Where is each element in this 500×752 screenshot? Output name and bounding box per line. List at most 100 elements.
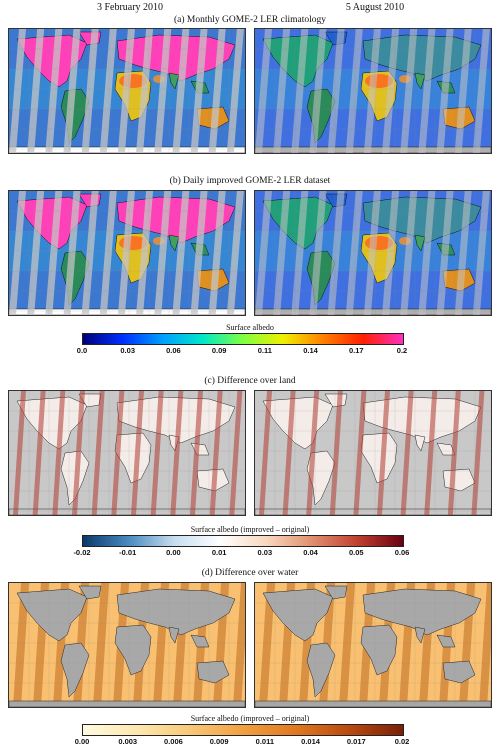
colorbar-tick: 0.11 bbox=[257, 346, 272, 355]
section-c-title: (c) Difference over land bbox=[204, 376, 296, 386]
map-d-aug-svg bbox=[255, 583, 491, 707]
continent-greenland bbox=[78, 585, 102, 600]
continent-africa bbox=[360, 432, 398, 484]
diff-stripe bbox=[471, 391, 485, 515]
orbit-swath bbox=[309, 29, 327, 153]
continent-samerica bbox=[60, 642, 90, 698]
orbit-swath bbox=[172, 29, 190, 153]
orbit-swath bbox=[255, 29, 272, 153]
colorbar-tick: 0.003 bbox=[118, 737, 138, 746]
diff-stripe bbox=[424, 391, 438, 515]
colorbar-tick: 0.02 bbox=[394, 737, 410, 746]
map-a-aug-svg bbox=[255, 29, 491, 153]
diff-stripe bbox=[400, 391, 414, 515]
map-d-feb bbox=[8, 582, 246, 708]
map-c-feb bbox=[8, 390, 246, 516]
map-a-aug bbox=[254, 28, 492, 154]
continent-antarctica bbox=[255, 508, 491, 515]
map-b-aug-svg bbox=[255, 191, 491, 315]
colorbar-land-ticks: -0.02 -0.01 0.00 0.01 0.03 0.04 0.05 0.06 bbox=[73, 548, 409, 560]
continent-namerica bbox=[262, 196, 334, 250]
orbit-swath bbox=[9, 29, 26, 153]
orbit-swath bbox=[472, 29, 490, 153]
diff-stripe bbox=[259, 583, 275, 707]
colorbar-tick: 0.09 bbox=[211, 346, 227, 355]
orbit-swath bbox=[382, 29, 400, 153]
diff-stripe bbox=[170, 391, 184, 515]
orbit-swath bbox=[81, 29, 99, 153]
colorbar-tick: 0.00 bbox=[166, 548, 181, 557]
colorbar-tick: 0.14 bbox=[303, 346, 318, 355]
colorbar-tick: -0.02 bbox=[73, 548, 91, 557]
orbit-swath bbox=[154, 191, 172, 315]
orbit-swath bbox=[327, 29, 345, 153]
orbit-swath bbox=[309, 191, 327, 315]
orbit-swath bbox=[45, 191, 63, 315]
continent-africa bbox=[360, 624, 398, 676]
continent-antarctica bbox=[9, 508, 245, 515]
diff-stripe bbox=[282, 391, 296, 515]
colorbar-water-label: Surface albedo (improved – original) bbox=[190, 714, 310, 723]
orbit-swath bbox=[454, 191, 472, 315]
orbit-swath bbox=[81, 191, 99, 315]
map-d-aug bbox=[254, 582, 492, 708]
colorbar-tick: 0.0 bbox=[76, 346, 88, 355]
continent-namerica bbox=[16, 588, 88, 642]
colorbar-tick: 0.00 bbox=[74, 737, 90, 746]
orbit-swath bbox=[255, 191, 272, 315]
orbit-swath bbox=[27, 29, 45, 153]
map-b-aug bbox=[254, 190, 492, 316]
diff-stripe bbox=[339, 583, 355, 707]
continent-antarctica bbox=[9, 700, 245, 707]
orbit-swath bbox=[291, 29, 309, 153]
orbit-swath bbox=[400, 191, 418, 315]
orbit-swath bbox=[9, 191, 26, 315]
continent-namerica bbox=[16, 34, 88, 88]
colorbar-water bbox=[82, 724, 404, 736]
orbit-swath bbox=[273, 191, 291, 315]
orbit-swath bbox=[172, 191, 190, 315]
diff-stripe bbox=[111, 391, 125, 515]
continent-australia bbox=[196, 660, 230, 684]
diff-stripe bbox=[190, 391, 203, 515]
orbit-swath bbox=[99, 191, 117, 315]
orbit-swath bbox=[363, 191, 381, 315]
colorbar-tick: 0.05 bbox=[348, 548, 364, 557]
diff-stripe bbox=[447, 391, 461, 515]
map-d-feb-svg bbox=[9, 583, 245, 707]
colorbar-tick: 0.03 bbox=[120, 346, 135, 355]
colorbar-water-ticks: 0.00 0.003 0.006 0.009 0.011 0.014 0.017 0.02 bbox=[75, 737, 410, 749]
orbit-swath bbox=[327, 191, 345, 315]
orbit-swath bbox=[117, 191, 135, 315]
orbit-swath bbox=[154, 29, 172, 153]
orbit-swath bbox=[345, 29, 363, 153]
orbit-swath bbox=[226, 191, 244, 315]
orbit-swath bbox=[273, 29, 291, 153]
colorbar-albedo bbox=[82, 333, 404, 345]
colorbar-tick: 0.011 bbox=[255, 737, 275, 746]
diff-stripe bbox=[93, 583, 109, 707]
continent-antarctica bbox=[255, 700, 491, 707]
orbit-swath bbox=[117, 29, 135, 153]
colorbar-tick: -0.01 bbox=[119, 548, 137, 557]
diff-stripe bbox=[209, 391, 223, 515]
continent-namerica bbox=[16, 196, 88, 250]
section-b-title: (b) Daily improved GOME-2 LER dataset bbox=[169, 176, 331, 186]
orbit-swath bbox=[382, 191, 400, 315]
orbit-swath bbox=[190, 29, 208, 153]
orbit-swath bbox=[190, 191, 208, 315]
diff-stripe bbox=[353, 391, 367, 515]
continent-namerica bbox=[262, 34, 334, 88]
orbit-swath bbox=[63, 29, 81, 153]
diff-stripe bbox=[259, 391, 272, 515]
diff-stripe bbox=[229, 391, 243, 515]
orbit-swath bbox=[99, 29, 117, 153]
continent-samerica bbox=[306, 642, 336, 698]
diff-stripe bbox=[377, 391, 390, 515]
map-b-feb-svg bbox=[9, 191, 245, 315]
colorbar-tick: 0.01 bbox=[211, 548, 227, 557]
diff-stripe bbox=[306, 391, 320, 515]
diff-stripe bbox=[72, 391, 85, 515]
diff-stripe bbox=[32, 391, 46, 515]
diff-stripe bbox=[91, 391, 105, 515]
